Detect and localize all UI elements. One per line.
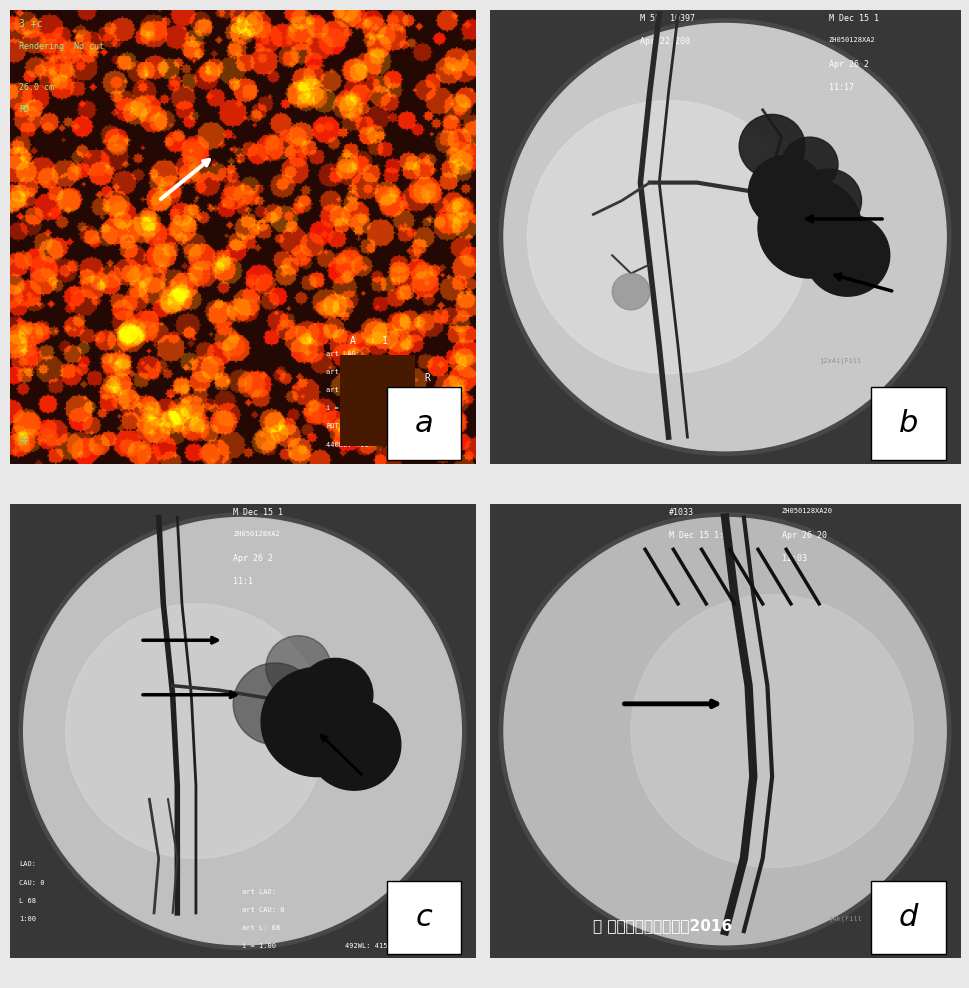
Text: i = 1.00: i = 1.00 [326, 405, 359, 411]
Circle shape [748, 155, 823, 228]
FancyBboxPatch shape [387, 881, 461, 953]
FancyBboxPatch shape [870, 881, 945, 953]
Text: art CAU: 0: art CAU: 0 [326, 369, 368, 374]
Circle shape [66, 604, 326, 859]
Text: b: b [898, 409, 918, 438]
Text: A: A [349, 336, 355, 346]
Text: 26.0 cm: 26.0 cm [19, 83, 54, 92]
Circle shape [499, 19, 950, 455]
Text: Apr 26 20: Apr 26 20 [781, 532, 826, 540]
Text: #1033: #1033 [668, 509, 693, 518]
Text: M Dec 15 1: M Dec 15 1 [233, 509, 283, 518]
Circle shape [630, 595, 912, 867]
Text: Apr 26 2: Apr 26 2 [233, 554, 273, 563]
Text: L 68: L 68 [19, 898, 36, 904]
FancyBboxPatch shape [387, 387, 461, 459]
Text: ZH050128XA2: ZH050128XA2 [828, 38, 874, 43]
Text: 12:03: 12:03 [781, 554, 805, 563]
Circle shape [611, 274, 649, 310]
Text: LAO:: LAO: [19, 862, 36, 867]
FancyBboxPatch shape [870, 387, 945, 459]
Text: Apr 26 2: Apr 26 2 [828, 60, 867, 69]
Text: ROT:: ROT: [326, 424, 343, 430]
Circle shape [781, 137, 837, 192]
Text: c: c [416, 903, 432, 932]
Circle shape [307, 700, 400, 790]
Circle shape [527, 101, 809, 373]
Text: 11:1: 11:1 [233, 577, 253, 586]
Text: M Dec 15 1:: M Dec 15 1: [668, 532, 723, 540]
Circle shape [261, 668, 372, 777]
Text: M Dec 15 1: M Dec 15 1 [828, 15, 878, 24]
Text: 1: 1 [382, 336, 388, 346]
Text: 1: 1 [423, 409, 429, 419]
Text: CAU: 0: CAU: 0 [19, 879, 45, 885]
Text: Rendering  No cut: Rendering No cut [19, 41, 104, 50]
Text: j2x4i(Fill: j2x4i(Fill [818, 358, 860, 365]
Circle shape [738, 115, 804, 178]
Text: M 55  10397: M 55 10397 [640, 15, 695, 24]
Text: 📡 广医二院微创介入科2016: 📡 广医二院微创介入科2016 [593, 919, 732, 934]
Circle shape [233, 663, 317, 745]
Text: a: a [415, 409, 433, 438]
Text: ZH050128XA2: ZH050128XA2 [233, 532, 280, 537]
Text: j4k(Fill: j4k(Fill [828, 916, 861, 922]
Text: ZH050128XA20: ZH050128XA20 [781, 509, 831, 515]
Text: Apr 22 200: Apr 22 200 [640, 38, 690, 46]
Text: d: d [898, 903, 918, 932]
Text: 3 +c: 3 +c [19, 19, 43, 29]
Text: 11:17: 11:17 [828, 83, 853, 92]
Circle shape [499, 513, 950, 949]
Circle shape [504, 518, 945, 945]
Text: i = 1.00: i = 1.00 [242, 944, 276, 949]
Circle shape [757, 178, 860, 278]
Text: 1:00: 1:00 [19, 916, 36, 922]
Text: R: R [423, 373, 429, 383]
Circle shape [19, 513, 465, 949]
Text: art L: 68: art L: 68 [242, 925, 280, 931]
Circle shape [804, 214, 889, 296]
Text: art L: 68: art L: 68 [326, 387, 364, 393]
Circle shape [795, 169, 860, 232]
Circle shape [23, 518, 461, 945]
Text: 440WL: 411: 440WL: 411 [326, 442, 368, 448]
Circle shape [266, 635, 330, 700]
Text: HF: HF [19, 437, 29, 447]
Circle shape [298, 658, 372, 731]
Text: art LAO:: art LAO: [242, 889, 276, 895]
Text: art LAO:: art LAO: [326, 351, 359, 357]
Text: 492WL: 415: 492WL: 415 [345, 944, 387, 949]
Text: art CAU: 0: art CAU: 0 [242, 907, 285, 913]
Text: RD: RD [19, 106, 29, 115]
Circle shape [504, 24, 945, 451]
